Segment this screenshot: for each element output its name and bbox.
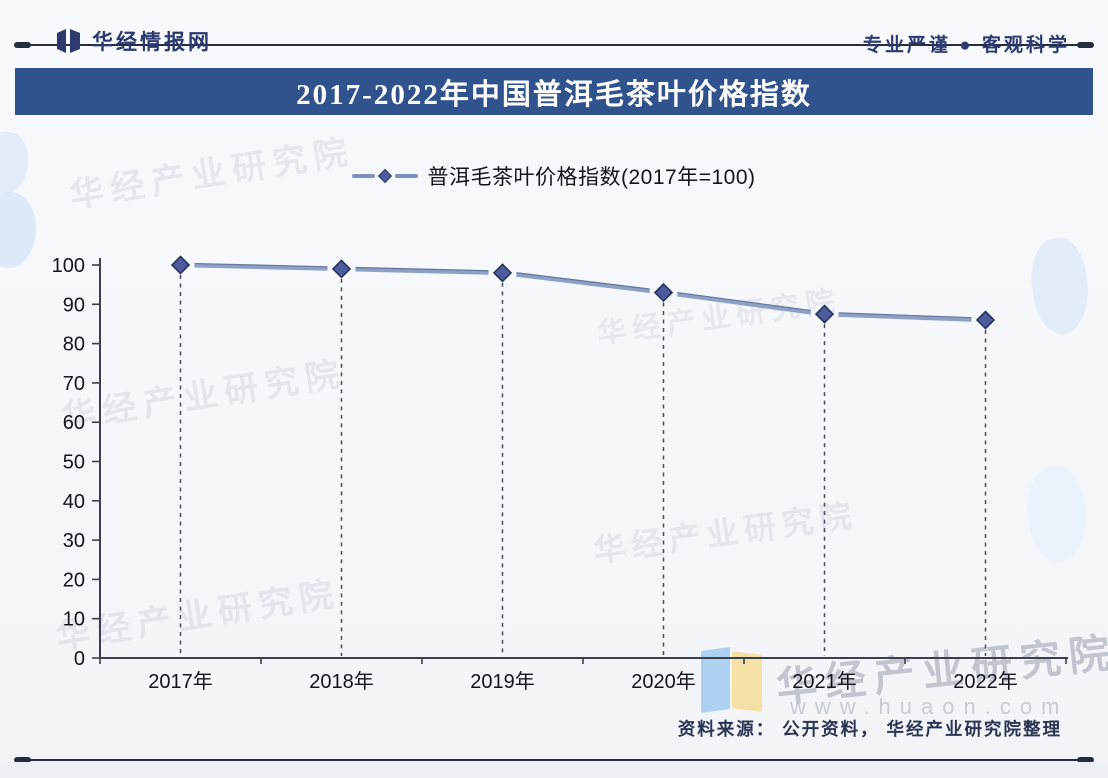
watermark-text: 华经产业研究院 bbox=[53, 574, 343, 658]
page-title: 2017-2022年中国普洱毛茶叶价格指数 bbox=[296, 78, 812, 111]
x-axis-ticks: 2017年 2018年 2019年 2020年 2021年 2022年 bbox=[99, 658, 1067, 693]
brand-logo-icon bbox=[57, 29, 80, 53]
title-banner: 2017-2022年中国普洱毛茶叶价格指数 bbox=[15, 68, 1093, 115]
data-point bbox=[814, 304, 835, 324]
svg-text:30: 30 bbox=[63, 530, 85, 552]
svg-text:2021年: 2021年 bbox=[792, 670, 857, 693]
bottom-rule bbox=[14, 757, 1094, 763]
data-point bbox=[653, 282, 674, 303]
chart-legend: 普洱毛茶叶价格指数(2017年=100) bbox=[0, 160, 1108, 192]
watermark-text: 华经产业研究院 bbox=[59, 354, 349, 438]
legend-marker bbox=[352, 168, 419, 184]
watermark-text: 华经产业研究院 bbox=[591, 496, 860, 570]
bottom-strip bbox=[0, 762, 1108, 778]
svg-text:50: 50 bbox=[63, 452, 85, 474]
legend-dash-icon bbox=[395, 174, 419, 178]
watermark-brand: 华经产业研究院 bbox=[773, 629, 1108, 711]
svg-text:10: 10 bbox=[63, 609, 85, 631]
decor-book-yellow bbox=[732, 651, 762, 712]
data-points bbox=[170, 255, 996, 330]
data-point bbox=[492, 263, 513, 283]
svg-text:2022年: 2022年 bbox=[953, 670, 1018, 693]
decor-blob bbox=[1023, 463, 1091, 565]
svg-text:2018年: 2018年 bbox=[309, 670, 374, 693]
data-line bbox=[194, 262, 972, 322]
brand-name: 华经情报网 bbox=[92, 31, 212, 54]
data-point bbox=[331, 259, 352, 279]
brand: 华经情报网 bbox=[56, 26, 212, 56]
svg-text:20: 20 bbox=[63, 569, 85, 591]
decor-blob bbox=[0, 189, 40, 271]
svg-text:100: 100 bbox=[52, 255, 85, 277]
svg-text:80: 80 bbox=[63, 334, 85, 356]
top-rule bbox=[14, 42, 1094, 48]
y-axis-ticks: 0 10 20 30 40 50 60 70 80 90 100 bbox=[52, 255, 100, 670]
legend-diamond-icon bbox=[378, 168, 393, 184]
svg-text:70: 70 bbox=[63, 373, 85, 395]
axes bbox=[99, 258, 1068, 659]
svg-text:2019年: 2019年 bbox=[470, 670, 535, 693]
data-point bbox=[975, 310, 996, 330]
svg-text:40: 40 bbox=[63, 491, 85, 513]
decor-blob bbox=[1025, 234, 1095, 338]
watermark-text: 华经产业研究院 bbox=[595, 285, 843, 351]
drop-lines bbox=[179, 275, 987, 656]
svg-text:60: 60 bbox=[63, 412, 85, 434]
data-point bbox=[170, 255, 191, 275]
header-slogan: 专业严谨 ● 客观科学 bbox=[862, 35, 1070, 56]
legend-dash-icon bbox=[352, 174, 376, 178]
svg-text:2017年: 2017年 bbox=[148, 670, 213, 693]
legend-label: 普洱毛茶叶价格指数(2017年=100) bbox=[427, 166, 756, 189]
svg-text:2020年: 2020年 bbox=[631, 670, 696, 693]
svg-text:90: 90 bbox=[63, 294, 85, 316]
svg-text:0: 0 bbox=[74, 648, 85, 670]
decor-book-blue bbox=[701, 646, 730, 714]
source-note: 资料来源： 公开资料， 华经产业研究院整理 bbox=[677, 719, 1062, 739]
